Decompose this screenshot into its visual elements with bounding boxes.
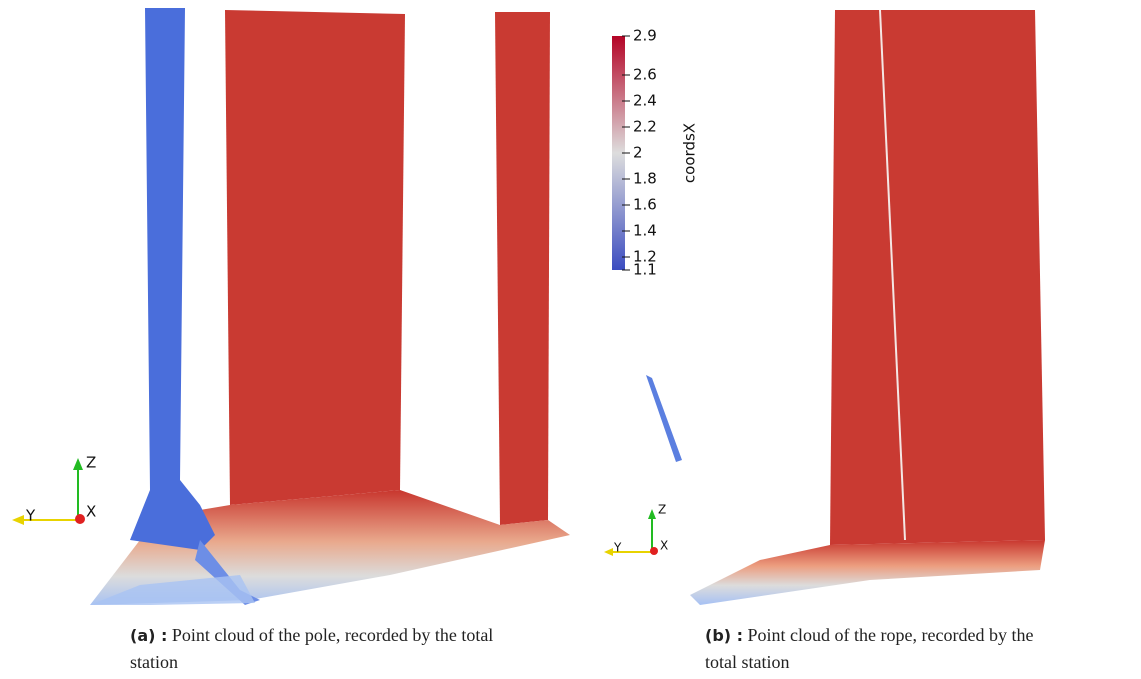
caption-tag: (a) : [130, 626, 168, 645]
caption-text: Point cloud of the rope, recorded by the… [705, 625, 1034, 672]
axis-label: X [86, 503, 96, 521]
axis-label: Z [86, 454, 96, 472]
colorbar-tick-label: 1.4 [633, 222, 657, 240]
caption-tag: (b) : [705, 626, 744, 645]
axes-triad-b: Z Y X [604, 503, 668, 556]
caption-b: (b) : Point cloud of the rope, recorded … [705, 622, 1065, 675]
point-cloud-a [90, 8, 570, 605]
caption-a: (a) : Point cloud of the pole, recorded … [130, 622, 540, 675]
axis-label: X [660, 539, 668, 553]
axis-label: Y [613, 541, 622, 555]
colorbar-label: coordsX [681, 123, 699, 183]
caption-text: Point cloud of the pole, recorded by the… [130, 625, 494, 672]
axis-label: Z [658, 503, 666, 517]
colorbar-tick-label: 2.9 [633, 27, 657, 45]
figure-graphics: 2.9 2.6 2.4 2.2 2 1.8 1.6 1.4 1.21.1 coordsX Z Y… [12, 8, 1045, 605]
colorbar-tick-label: 1.8 [633, 170, 657, 188]
axes-triad-a: Z Y X [12, 454, 96, 525]
colorbar-tick-label: 2 [633, 144, 643, 162]
point-cloud-b [646, 9, 1045, 605]
colorbar-tick-label: 2.4 [633, 92, 657, 110]
colorbar-tick-label: 1.2 [633, 248, 657, 266]
colorbar-tick-label: 1.1 [633, 261, 657, 279]
axis-label: Y [25, 507, 36, 525]
colorbar [612, 36, 625, 270]
colorbar-ticks: 2.9 2.6 2.4 2.2 2 1.8 1.6 1.4 1.21.1 [622, 27, 657, 279]
colorbar-tick-label: 1.6 [633, 196, 657, 214]
colorbar-tick-label: 2.2 [633, 118, 657, 136]
colorbar-tick-label: 2.6 [633, 66, 657, 84]
